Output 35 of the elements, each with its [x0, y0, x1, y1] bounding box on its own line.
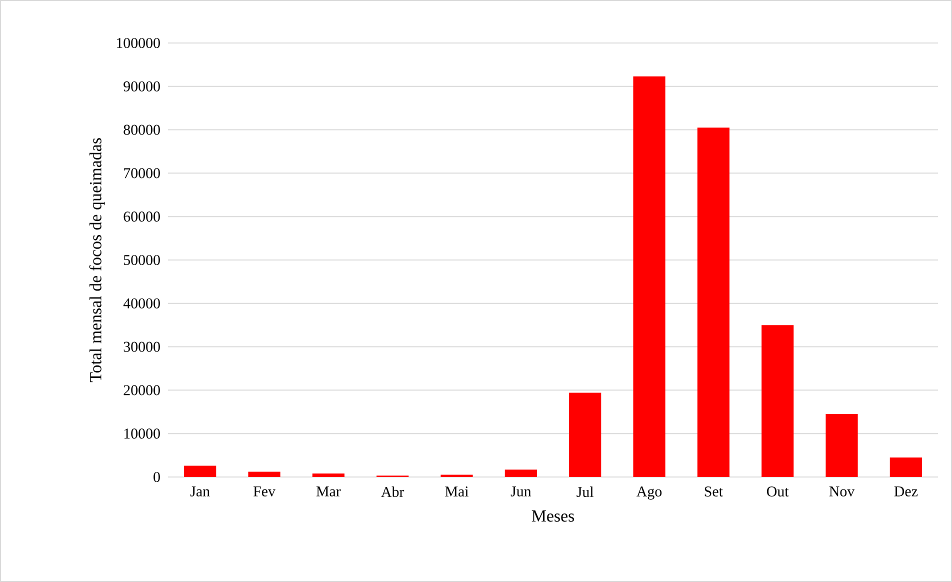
x-axis-title: Meses: [532, 510, 574, 522]
x-tick-label: Jul: [576, 486, 594, 498]
y-tick-label: 40000: [123, 298, 160, 308]
x-tick-label: Mai: [445, 486, 469, 497]
y-tick-label: 30000: [124, 342, 160, 352]
bar: [312, 474, 344, 477]
bar: [569, 392, 602, 477]
bar: [504, 470, 537, 477]
x-tick-label: Out: [766, 486, 789, 497]
bar: [697, 128, 730, 477]
bar: [633, 76, 666, 477]
x-tick-label: Jun: [510, 486, 532, 496]
y-tick-label: 10000: [124, 428, 160, 439]
x-tick-label: Jan: [190, 486, 210, 496]
x-tick-label: Dez: [894, 486, 918, 496]
y-tick-label: 0: [154, 472, 160, 482]
y-tick-label: 60000: [124, 212, 160, 222]
y-axis-title: Total mensal de focos de queimadas: [89, 138, 105, 382]
bar: [248, 472, 280, 477]
y-tick-label: 50000: [124, 254, 160, 266]
bar: [826, 414, 858, 477]
y-tick-label: 90000: [124, 81, 160, 92]
x-tick-label: Nov: [829, 486, 855, 496]
bar: [762, 325, 794, 477]
y-tick-label: 70000: [124, 168, 160, 178]
y-tick-label: 20000: [124, 385, 160, 396]
y-tick-label: 80000: [124, 124, 160, 135]
x-tick-label: Ago: [636, 486, 662, 500]
x-tick-label: Fev: [253, 486, 276, 496]
bar: [890, 457, 922, 477]
x-tick-label: Set: [704, 486, 723, 497]
x-tick-label: Abr: [381, 486, 404, 498]
y-tick-label: 100000: [116, 38, 160, 48]
x-tick-label: Mar: [316, 486, 341, 496]
bar: [184, 466, 216, 477]
